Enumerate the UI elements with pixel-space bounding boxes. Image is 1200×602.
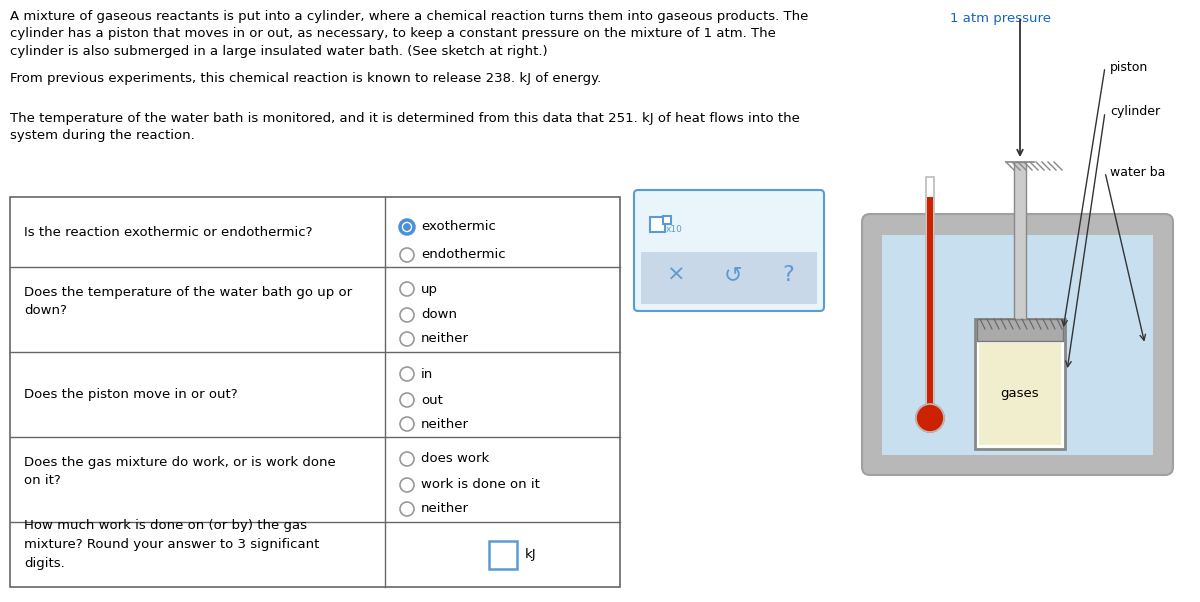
Text: Is the reaction exothermic or endothermic?: Is the reaction exothermic or endothermi…: [24, 226, 312, 238]
Text: out: out: [421, 394, 443, 406]
Bar: [979, 343, 1061, 445]
Text: in: in: [421, 367, 433, 380]
Text: exothermic: exothermic: [421, 220, 496, 234]
Bar: [928, 197, 934, 412]
Text: up: up: [421, 282, 438, 296]
Text: The temperature of the water bath is monitored, and it is determined from this d: The temperature of the water bath is mon…: [10, 112, 800, 143]
Bar: [650, 217, 665, 232]
Text: ×: ×: [667, 265, 685, 285]
Text: Does the piston move in or out?: Does the piston move in or out?: [24, 388, 238, 401]
Bar: [974, 319, 1066, 449]
Text: How much work is done on (or by) the gas
mixture? Round your answer to 3 signifi: How much work is done on (or by) the gas…: [24, 520, 319, 569]
Text: endothermic: endothermic: [421, 249, 505, 261]
FancyBboxPatch shape: [862, 214, 1174, 475]
Text: 1 atm pressure: 1 atm pressure: [949, 12, 1050, 25]
Text: neither: neither: [421, 503, 469, 515]
Text: A mixture of gaseous reactants is put into a cylinder, where a chemical reaction: A mixture of gaseous reactants is put in…: [10, 10, 809, 58]
Circle shape: [404, 224, 410, 230]
Text: Does the gas mixture do work, or is work done
on it?: Does the gas mixture do work, or is work…: [24, 456, 336, 487]
Text: ?: ?: [782, 265, 794, 285]
Text: kJ: kJ: [524, 548, 536, 561]
Circle shape: [916, 404, 944, 432]
Bar: [662, 216, 671, 224]
Text: piston: piston: [1110, 60, 1148, 73]
Text: Does the temperature of the water bath go up or
down?: Does the temperature of the water bath g…: [24, 286, 352, 317]
Text: work is done on it: work is done on it: [421, 479, 540, 491]
Bar: [926, 177, 934, 414]
Bar: [977, 319, 1063, 341]
Text: neither: neither: [421, 418, 469, 430]
Text: does work: does work: [421, 453, 490, 465]
FancyBboxPatch shape: [634, 190, 824, 311]
Text: gases: gases: [1001, 388, 1039, 400]
Text: water ba: water ba: [1110, 166, 1165, 179]
Text: cylinder: cylinder: [1110, 105, 1160, 119]
Text: From previous experiments, this chemical reaction is known to release 238. kJ of: From previous experiments, this chemical…: [10, 72, 601, 85]
Bar: [641, 252, 817, 304]
Text: down: down: [421, 308, 457, 321]
Bar: [488, 541, 516, 568]
Text: ↺: ↺: [724, 265, 743, 285]
Bar: [1014, 162, 1026, 319]
Bar: [882, 235, 1153, 455]
Text: x10: x10: [666, 225, 683, 234]
Bar: [10, 197, 620, 587]
Text: neither: neither: [421, 332, 469, 346]
